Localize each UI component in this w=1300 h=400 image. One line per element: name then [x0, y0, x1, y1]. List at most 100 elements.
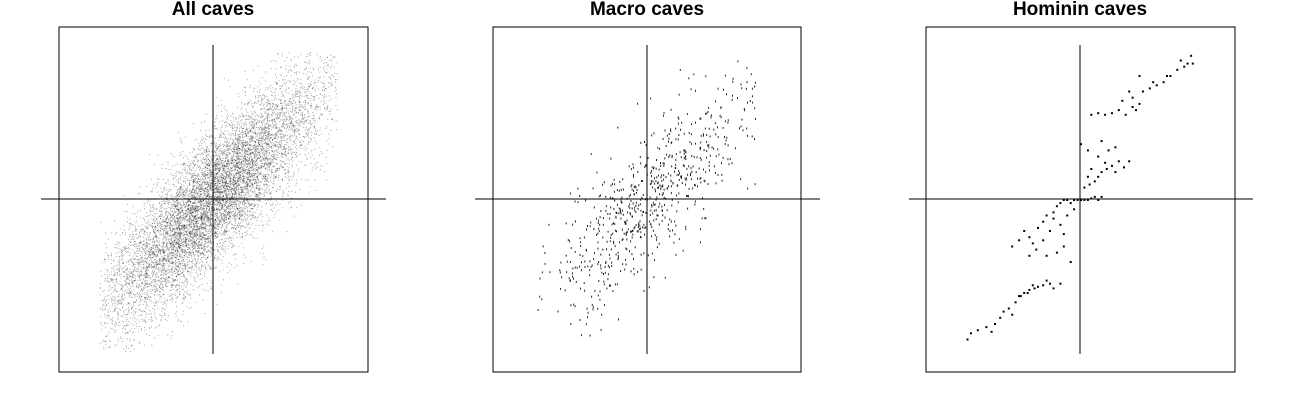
scatter-point: [216, 190, 218, 192]
scatter-point: [177, 202, 178, 204]
scatter-point: [185, 250, 186, 252]
scatter-point: [192, 245, 194, 246]
scatter-point: [129, 218, 131, 220]
scatter-point: [202, 172, 203, 174]
scatter-point: [121, 287, 123, 289]
scatter-point: [209, 164, 211, 166]
scatter-point: [191, 209, 193, 211]
scatter-point: [113, 290, 114, 292]
scatter-point: [168, 260, 170, 262]
scatter-point: [225, 226, 227, 228]
scatter-point: [192, 230, 193, 232]
scatter-point: [188, 307, 190, 309]
scatter-point: [221, 238, 223, 240]
scatter-point: [218, 140, 220, 142]
scatter-point: [199, 199, 201, 201]
scatter-point: [274, 133, 276, 135]
scatter-point: [235, 182, 236, 184]
scatter-point: [270, 162, 272, 164]
scatter-point: [185, 172, 187, 174]
scatter-point: [203, 233, 204, 235]
scatter-point: [142, 320, 144, 322]
scatter-point: [258, 189, 260, 191]
scatter-point: [183, 226, 185, 228]
scatter-point: [205, 158, 207, 160]
scatter-point: [150, 258, 152, 260]
scatter-point: [205, 214, 207, 216]
scatter-point: [256, 114, 258, 116]
scatter-point: [232, 197, 234, 199]
scatter-point: [207, 158, 209, 160]
scatter-point: [234, 160, 236, 162]
scatter-point: [189, 213, 191, 214]
scatter-point: [250, 147, 252, 149]
scatter-point: [221, 164, 223, 166]
scatter-point: [223, 169, 224, 171]
scatter-point: [172, 233, 174, 235]
scatter-point: [146, 293, 148, 295]
scatter-point: [186, 246, 188, 248]
scatter-point: [232, 226, 234, 228]
scatter-point: [225, 215, 227, 217]
scatter-point: [231, 195, 233, 197]
scatter-point: [185, 296, 187, 298]
scatter-point: [213, 181, 215, 183]
scatter-point: [225, 166, 227, 167]
scatter-point: [249, 152, 251, 154]
scatter-point: [162, 280, 164, 282]
scatter-point: [220, 219, 222, 221]
scatter-point: [221, 152, 223, 154]
scatter-point: [146, 293, 148, 295]
scatter-point: [214, 226, 216, 228]
scatter-point: [104, 309, 106, 311]
scatter-point: [213, 201, 215, 203]
scatter-point: [290, 59, 292, 61]
scatter-point: [259, 150, 261, 152]
scatter-point: [146, 286, 148, 288]
scatter-point: [272, 161, 274, 163]
scatter-point: [300, 91, 301, 93]
scatter-point: [209, 241, 211, 243]
scatter-point: [215, 218, 217, 220]
scatter-point: [225, 189, 227, 191]
scatter-point: [167, 200, 169, 202]
scatter-point: [140, 230, 142, 232]
scatter-point: [193, 248, 195, 250]
scatter-point: [214, 233, 216, 235]
scatter-point: [216, 260, 218, 261]
scatter-point: [268, 190, 270, 192]
scatter-point: [161, 277, 163, 279]
scatter-point: [266, 141, 268, 143]
scatter-point: [179, 294, 181, 296]
scatter-point: [254, 216, 256, 218]
scatter-point: [271, 100, 273, 102]
scatter-point: [176, 208, 178, 210]
scatter-point: [137, 275, 139, 277]
scatter-point: [195, 272, 197, 274]
scatter-point: [119, 269, 120, 271]
scatter-point: [255, 161, 256, 163]
scatter-point: [153, 242, 155, 244]
scatter-point: [232, 197, 234, 199]
scatter-point: [271, 159, 273, 160]
scatter-point: [117, 318, 119, 320]
scatter-point: [248, 163, 250, 165]
scatter-point: [107, 290, 109, 292]
scatter-point: [215, 128, 217, 130]
scatter-point: [148, 251, 150, 253]
scatter-point: [305, 128, 307, 130]
scatter-point: [158, 251, 160, 253]
scatter-point: [234, 168, 236, 170]
scatter-point: [211, 224, 213, 226]
scatter-point: [192, 179, 194, 181]
scatter-point: [278, 141, 280, 143]
scatter-point: [237, 146, 239, 148]
scatter-point: [221, 199, 223, 201]
scatter-point: [231, 187, 233, 189]
scatter-point: [262, 178, 264, 180]
scatter-point: [198, 173, 200, 175]
scatter-point: [178, 234, 180, 236]
scatter-point: [191, 272, 193, 274]
scatter-point: [166, 207, 168, 209]
scatter-point: [191, 246, 193, 248]
